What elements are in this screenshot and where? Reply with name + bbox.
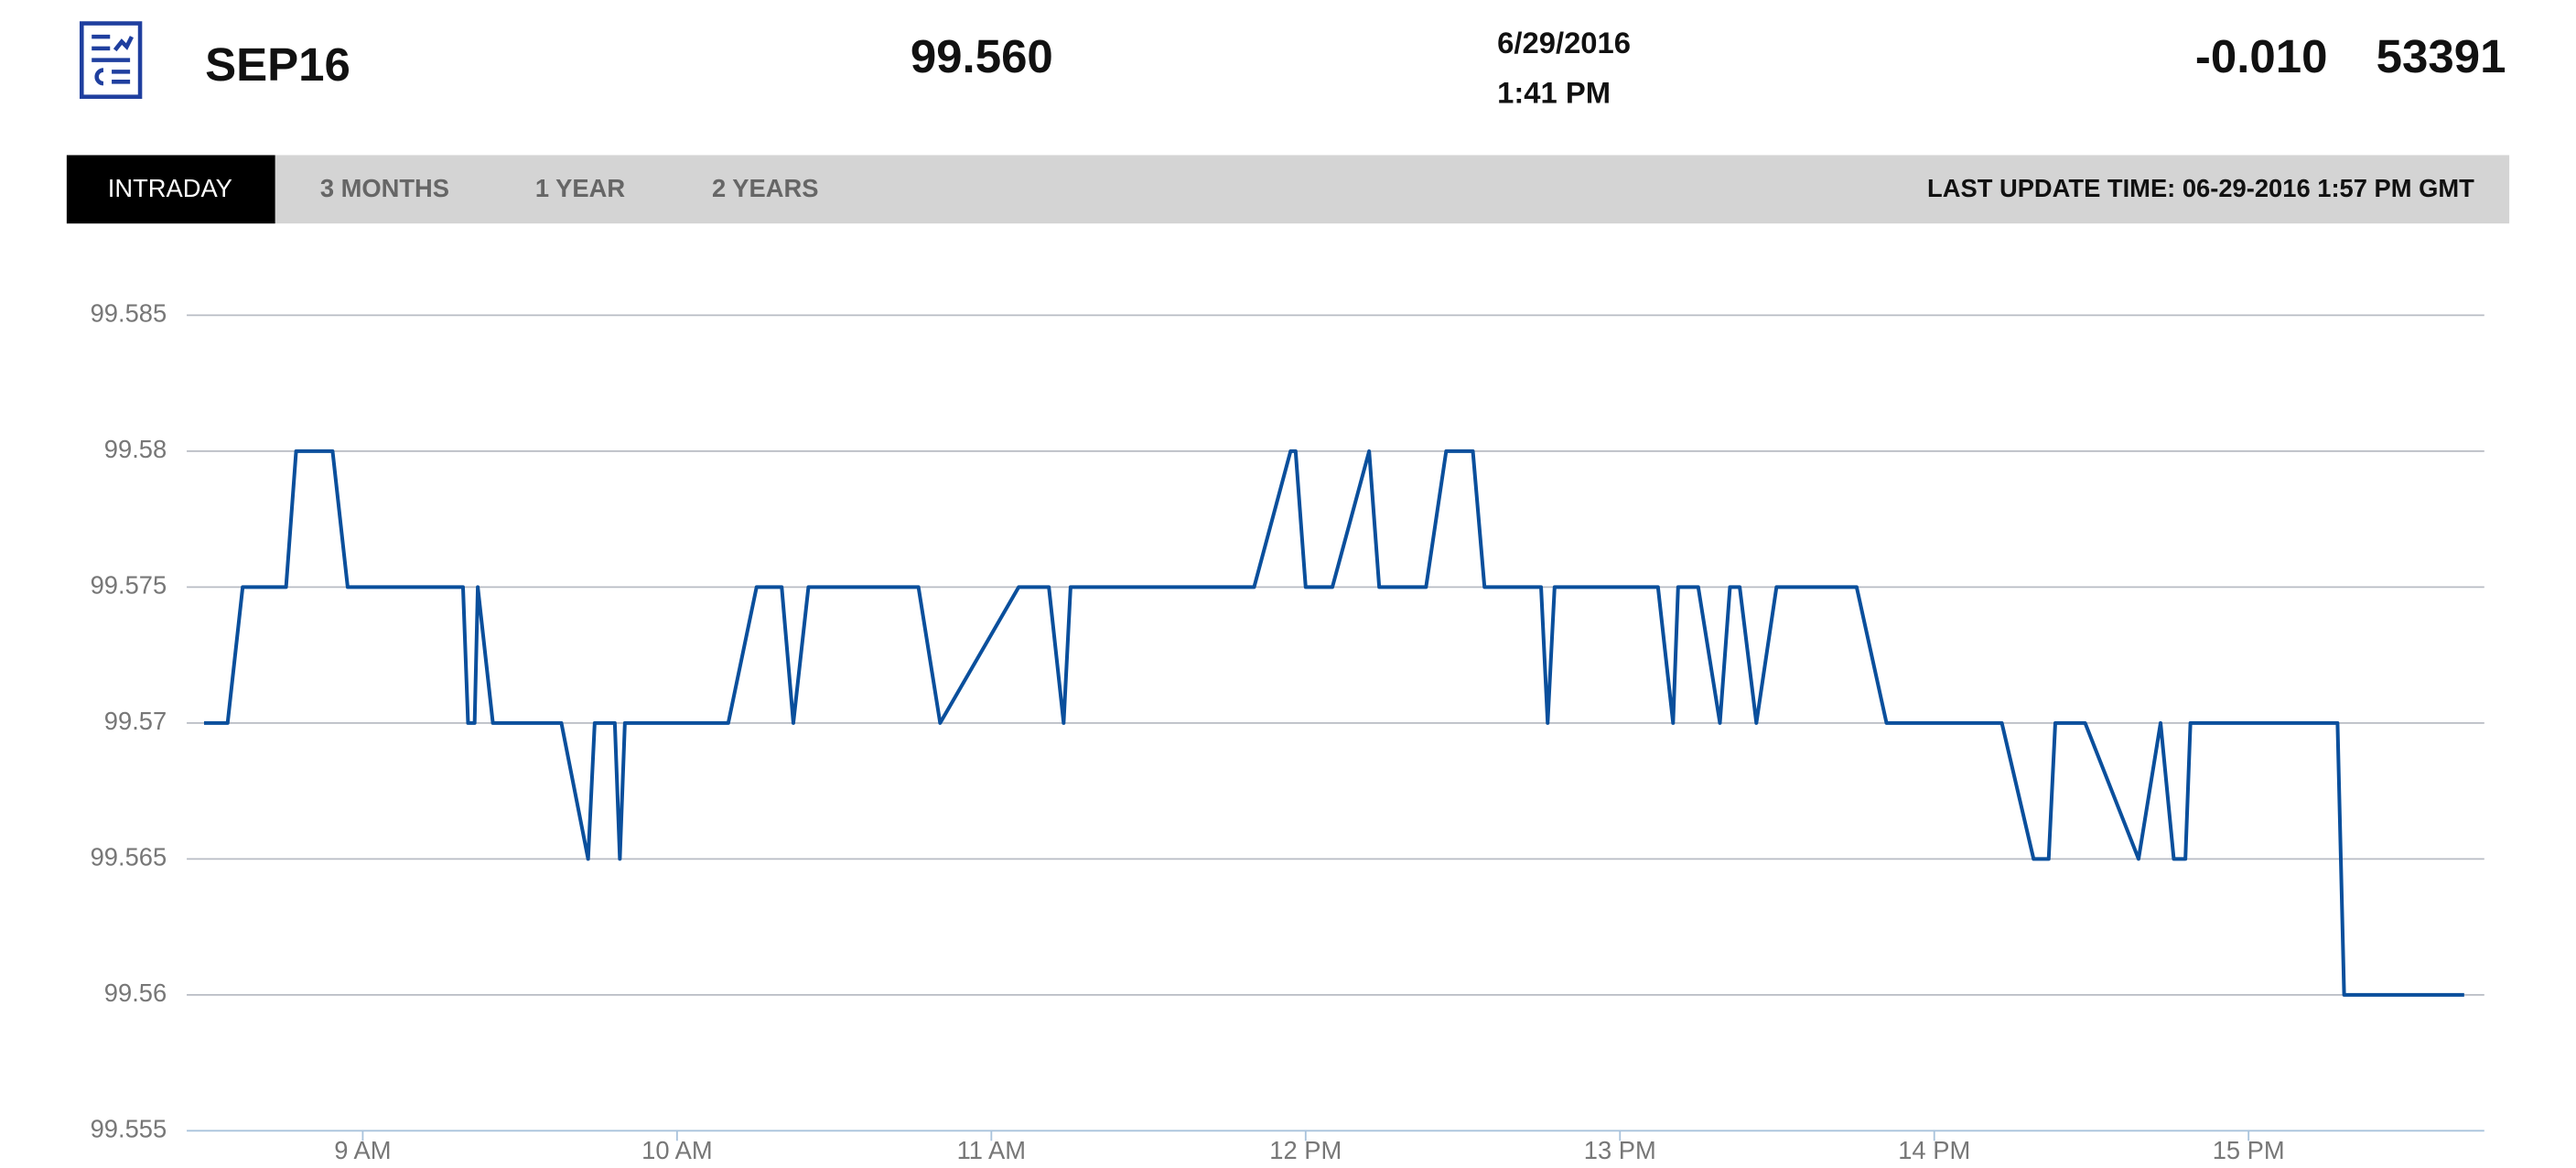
change: -0.010 (2195, 30, 2328, 82)
tab[interactable]: 1 YEAR (535, 174, 625, 202)
tab-bar (66, 155, 2510, 224)
y-tick-label: 99.565 (91, 843, 167, 871)
y-tick-label: 99.58 (104, 435, 167, 463)
x-tick-label: 13 PM (1584, 1136, 1656, 1164)
y-tick-label: 99.575 (91, 571, 167, 600)
plot: 99.555 99.56 99.565 99.57 99.575 99.58 99.585 9… (91, 299, 2484, 1164)
price-line (203, 449, 2464, 997)
active-tab[interactable] (66, 155, 275, 224)
tab[interactable]: 2 YEARS (712, 174, 818, 202)
last-update: LAST UPDATE TIME: 06-29-2016 1:57 PM GMT (1927, 174, 2474, 202)
doc-icon (80, 21, 143, 99)
volume: 53391 (2377, 30, 2506, 82)
x-tick-label: 10 AM (641, 1136, 712, 1164)
date: 6/29/2016 (1497, 26, 1631, 59)
symbol: SEP16 (205, 38, 350, 91)
y-tick-label: 99.56 (104, 979, 167, 1007)
y-tick-label: 99.585 (91, 299, 167, 328)
x-tick-label: 14 PM (1898, 1136, 1970, 1164)
y-tick-label: 99.555 (91, 1115, 167, 1143)
x-tick-label: 11 AM (957, 1136, 1026, 1164)
time: 1:41 PM (1497, 76, 1611, 110)
tab[interactable]: 3 MONTHS (320, 174, 449, 202)
tab[interactable]: INTRADAY (108, 174, 232, 202)
y-tick-label: 99.57 (104, 707, 167, 735)
price: 99.560 (911, 30, 1053, 82)
x-tick-label: 9 AM (334, 1136, 391, 1164)
x-tick-label: 15 PM (2213, 1136, 2285, 1164)
x-tick-label: 12 PM (1269, 1136, 1342, 1164)
